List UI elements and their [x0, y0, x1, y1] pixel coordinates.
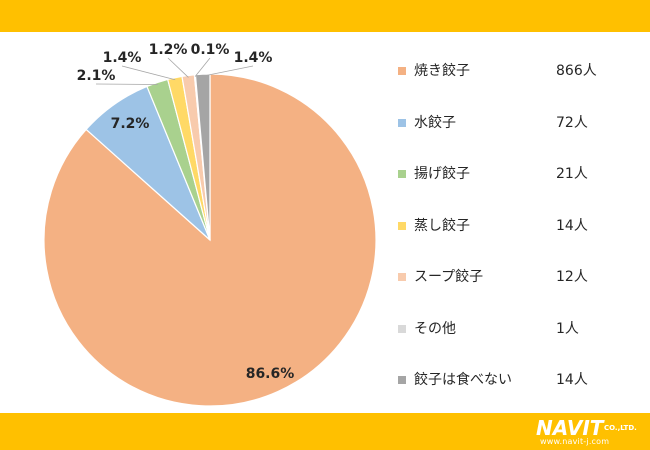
legend-count: 14人	[556, 372, 588, 388]
logo-brand: NAVIT	[536, 416, 604, 440]
pie-slice	[194, 73, 211, 241]
logo-url: www.navit-j.com	[540, 437, 610, 446]
legend-item-yaki: 焼き餃子 866人	[398, 52, 608, 104]
legend-item-other: その他 1人	[398, 310, 608, 362]
legend-swatch	[398, 221, 406, 230]
footer-band	[0, 413, 650, 450]
leader-line	[194, 57, 211, 77]
company-logo: NAVIT CO.,LTD. www.navit-j.com	[536, 414, 646, 448]
slice-percent-label: 0.1%	[191, 42, 230, 58]
legend-item-none: 餃子は食べない 14人	[398, 361, 608, 413]
leader-line	[95, 83, 158, 85]
legend-swatch	[398, 118, 406, 127]
legend-label: 水餃子	[414, 114, 456, 131]
leader-line	[121, 65, 176, 81]
legend-count: 1人	[556, 320, 579, 337]
leader-line	[167, 57, 189, 78]
chart-legend: 焼き餃子 866人 水餃子 72人 揚げ餃子 21人 蒸し餃子 14人 スープ餃…	[398, 52, 608, 413]
leader-line	[202, 65, 254, 77]
legend-label: その他	[414, 320, 456, 337]
legend-count: 14人	[556, 217, 588, 234]
legend-count: 21人	[556, 166, 588, 182]
legend-count: 72人	[556, 114, 588, 131]
legend-swatch	[398, 170, 406, 178]
slice-percent-label: 1.4%	[234, 50, 273, 66]
slice-percent-label: 1.2%	[149, 42, 188, 58]
slice-percent-label: 86.6%	[246, 366, 295, 382]
legend-label: 蒸し餃子	[414, 217, 470, 234]
legend-label: スープ餃子	[414, 269, 484, 285]
legend-label: 餃子は食べない	[414, 372, 512, 388]
legend-swatch	[398, 376, 406, 384]
legend-label: 揚げ餃子	[414, 166, 470, 182]
legend-item-sui: 水餃子 72人	[398, 104, 608, 156]
legend-swatch	[398, 273, 406, 281]
legend-swatch	[398, 67, 406, 75]
legend-item-mushi: 蒸し餃子 14人	[398, 207, 608, 259]
legend-swatch	[398, 324, 406, 333]
legend-count: 12人	[556, 269, 588, 285]
slice-percent-label: 7.2%	[111, 116, 150, 132]
legend-item-soup: スープ餃子 12人	[398, 258, 608, 310]
logo-suffix: CO.,LTD.	[604, 424, 637, 432]
slice-percent-label: 1.4%	[103, 50, 142, 66]
legend-item-age: 揚げ餃子 21人	[398, 155, 608, 207]
slice-percent-label: 2.1%	[77, 68, 116, 84]
legend-count: 866人	[556, 63, 597, 79]
legend-label: 焼き餃子	[414, 63, 470, 79]
pie-chart: 86.6%7.2%2.1%1.4% 1.2% 0.1% 1.4%	[43, 42, 377, 407]
header-band	[0, 0, 650, 32]
